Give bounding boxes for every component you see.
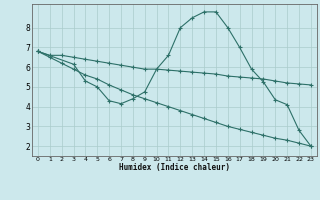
X-axis label: Humidex (Indice chaleur): Humidex (Indice chaleur) (119, 163, 230, 172)
